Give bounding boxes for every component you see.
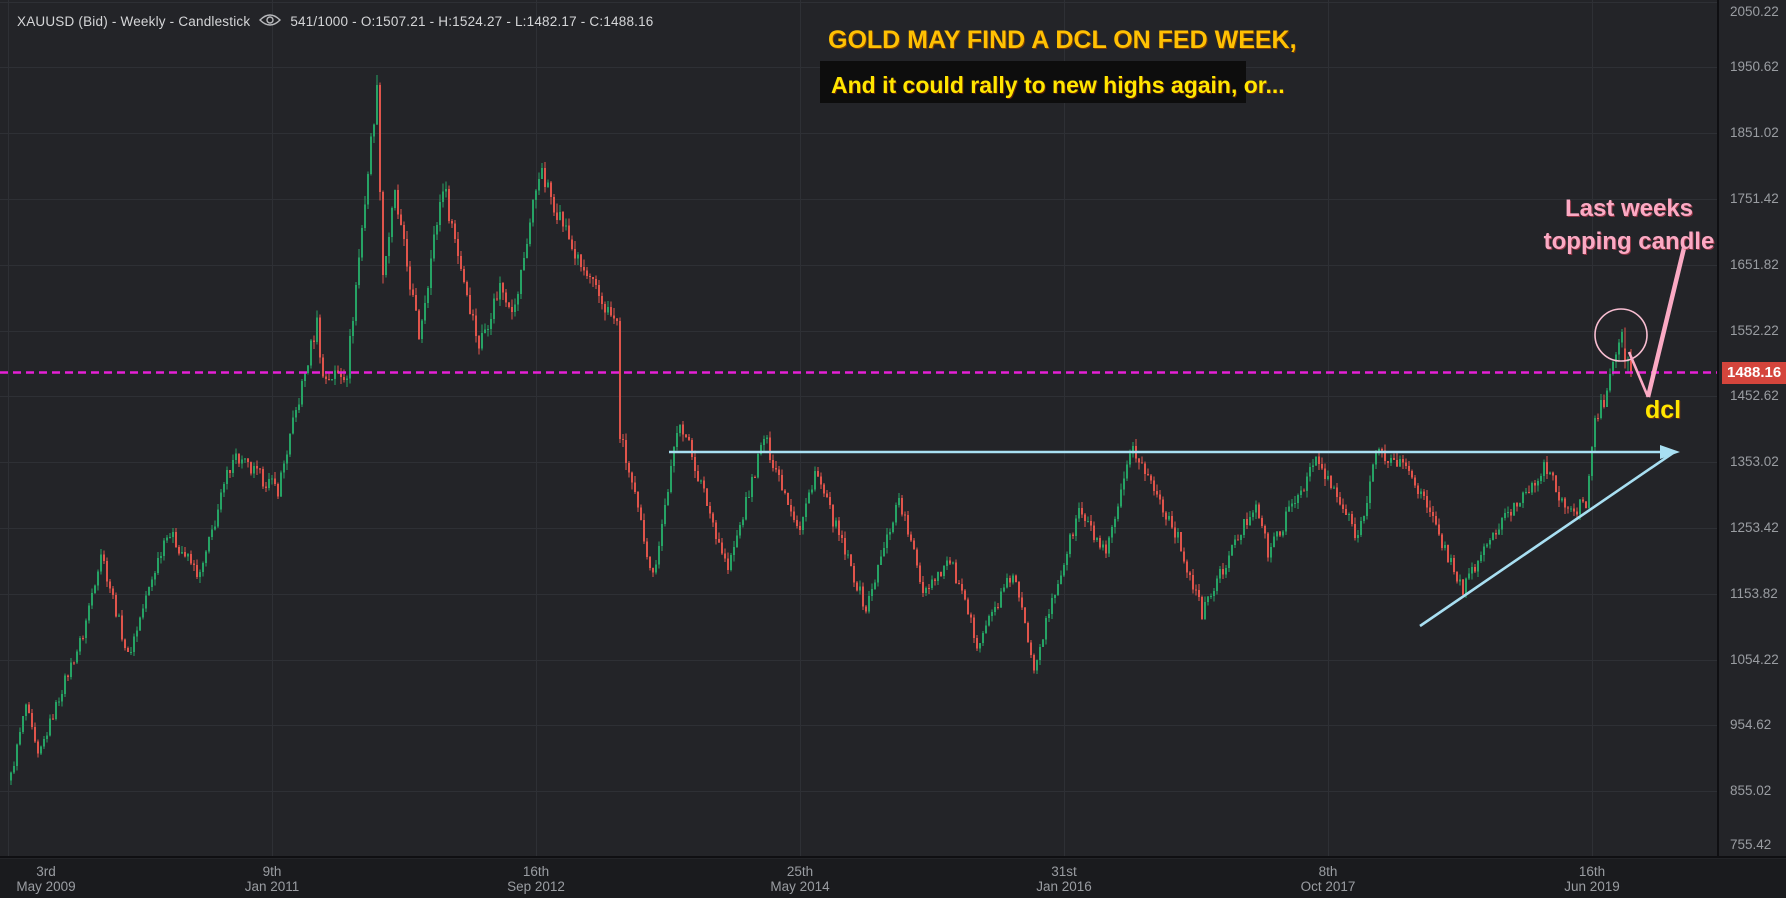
price-tick-label: 1054.22 — [1730, 651, 1779, 667]
date-tick-label: 9th Jan 2011 — [244, 864, 300, 894]
forecast-rally-line[interactable] — [1645, 247, 1687, 398]
gridlines — [0, 0, 1717, 857]
topping-candle-note-line1: Last weeks — [1564, 195, 1694, 222]
symbol-title: XAUUSD (Bid) - Weekly - Candlestick — [17, 14, 251, 29]
topping-candle-note-line2: topping candle — [1543, 228, 1715, 255]
time-axis-separator — [0, 856, 1786, 858]
triangle-trendlines[interactable] — [669, 445, 1680, 628]
rising-support-trendline[interactable] — [1419, 451, 1674, 628]
price-tick-label: 1851.02 — [1730, 125, 1779, 141]
subline-background — [820, 61, 1246, 103]
chart-header: XAUUSD (Bid) - Weekly - Candlestick 541/… — [17, 13, 654, 30]
price-tick-label: 1552.22 — [1730, 322, 1779, 338]
price-tick-label: 2050.22 — [1730, 4, 1779, 19]
date-tick-label: 8th Oct 2017 — [1300, 864, 1356, 894]
current-price-badge: 1488.16 — [1722, 362, 1786, 384]
headline-annotation: GOLD MAY FIND A DCL ON FED WEEK, — [828, 26, 1297, 54]
price-tick-label: 1651.82 — [1730, 256, 1779, 272]
date-tick-label: 25th May 2014 — [770, 864, 830, 894]
topping-candle-note: Last weeks topping candle — [1538, 192, 1720, 258]
price-tick-label: 954.62 — [1730, 717, 1772, 733]
price-tick-label: 1452.62 — [1730, 388, 1779, 404]
price-tick-label: 1253.42 — [1730, 519, 1779, 535]
date-tick-label: 16th Jun 2019 — [1564, 864, 1620, 894]
topping-candle-circle[interactable] — [1594, 308, 1648, 362]
date-tick-label: 3rd May 2009 — [16, 864, 76, 894]
price-tick-label: 1353.02 — [1730, 454, 1779, 470]
dcl-label: dcl — [1645, 396, 1682, 424]
date-tick-label: 16th Sep 2012 — [507, 864, 565, 894]
candles — [9, 75, 1633, 785]
arrowhead-icon — [1660, 445, 1680, 459]
price-tick-label: 1751.42 — [1730, 190, 1779, 206]
forecast-drop-line[interactable] — [1627, 351, 1650, 398]
price-tick-label: 855.02 — [1730, 783, 1772, 799]
time-axis[interactable] — [0, 859, 1786, 898]
price-tick-label: 755.42 — [1730, 837, 1772, 852]
price-tick-label: 1950.62 — [1730, 59, 1779, 75]
subline-annotation: And it could rally to new highs again, o… — [831, 72, 1285, 98]
price-tick-label: 1153.82 — [1730, 585, 1778, 601]
ohlc-readout: 541/1000 - O:1507.21 - H:1524.27 - L:148… — [290, 14, 654, 29]
price-axis-separator — [1717, 0, 1719, 857]
eye-icon[interactable] — [259, 13, 282, 30]
date-tick-label: 31st Jan 2016 — [1036, 864, 1092, 894]
